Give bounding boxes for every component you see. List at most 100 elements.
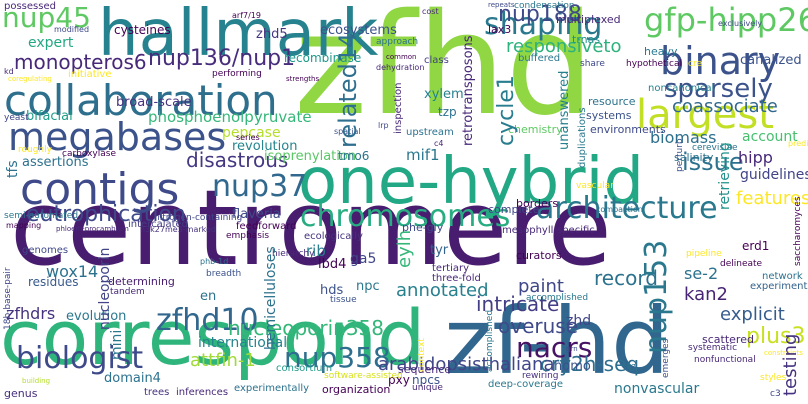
word-systematic: delineate (720, 259, 763, 269)
word-homo: homo (554, 359, 591, 374)
word-related14: related14 (334, 32, 362, 148)
word-predicted: coregulating (8, 75, 52, 83)
word-recombinase: recombinase (284, 51, 362, 65)
word-nup45: nup45 (2, 1, 91, 34)
word-systems: systems (586, 109, 632, 122)
word-rib: rib (306, 242, 326, 260)
word-consortium: consortium (276, 363, 333, 374)
word-expert: expert (28, 35, 74, 51)
word-trees: trees (144, 387, 170, 398)
word-largest: largest (636, 92, 774, 138)
word-issue: issue (682, 148, 744, 176)
word-annotated: annotated (396, 280, 489, 301)
word-zfhd10: zfhd10 (156, 303, 259, 338)
word-chemistry: chemistry (508, 123, 563, 136)
word-coregulating: kd (4, 67, 14, 76)
word-en: en (200, 289, 217, 304)
word-tissue: unique (412, 383, 443, 393)
word-pxy: pxy (388, 373, 410, 387)
word-exclusively: exclusively (718, 19, 763, 28)
word-guidelines: guidelines (740, 167, 808, 183)
word-roughly: roughly (18, 145, 52, 155)
word-nitrogen-containing: nitrogen-containing (154, 213, 243, 223)
word-phe-gly: phe-gly (402, 221, 444, 234)
word-erd1: erd1 (742, 239, 770, 253)
word-binary: binary (660, 39, 781, 83)
word-compaction: accomplished (526, 293, 589, 303)
word-context: vascular (576, 181, 614, 191)
word-c3: c3 (770, 389, 781, 399)
word-borders: borders (516, 197, 559, 210)
word-nucleoporin: nucleoporin (97, 247, 113, 330)
word-complete: complete (488, 203, 540, 216)
word-arabidopsisthaliana: arabidopsisthaliana (378, 354, 555, 375)
word-sequence: sequence (398, 363, 452, 376)
word-saccharomyces: saccharomyces (793, 196, 803, 266)
word-collaboration: collaboration (4, 76, 278, 125)
word-tertiary: tertiary (432, 263, 470, 274)
word-nacrs: nacrs (516, 331, 593, 364)
word-paint: paint (518, 276, 564, 297)
word-flaveria: flaveria (232, 207, 281, 222)
word-class: class (424, 55, 449, 66)
word-organization: organization (322, 383, 391, 396)
word-modified: modified (54, 25, 90, 34)
word-chromosomes: chromosomes (300, 199, 511, 234)
word-unanswered: unanswered (557, 70, 572, 150)
word-unique: rewiring (522, 371, 559, 381)
word-dehydration: dehydration (376, 63, 425, 72)
word-correspond: correspond (0, 293, 426, 382)
word-cycle1: cycle1 (494, 75, 519, 146)
word-domain4: domain4 (104, 371, 161, 386)
word-lbd4: lbd4 (318, 257, 347, 272)
word-tmo6: tmo6 (338, 149, 370, 163)
word-cost: arf7/19 (232, 11, 261, 20)
word-explicit: explicit (720, 304, 785, 325)
word-noncanonical: noncanonical (648, 83, 715, 94)
word-constraints: building (22, 377, 51, 385)
word-breadth: tissue (330, 295, 357, 305)
word-sparsely: sparsely (664, 74, 773, 104)
word-software-assisted: software-assisted (324, 371, 403, 381)
word-contigs: contigs (20, 164, 180, 215)
word-emerges: systematic (688, 343, 738, 353)
word-vascular: mesophyll-specific (502, 225, 595, 236)
word-lrp: approach (376, 37, 419, 47)
word-responsiveto: responsiveto (506, 36, 622, 57)
word-carboxylase: carboxylase (62, 149, 116, 159)
word-npcs: npcs (412, 373, 441, 387)
word-network: network (762, 271, 803, 282)
word-perturb: styles (760, 373, 787, 383)
word-phosphoenolpyruvate: phosphoenolpyruvate (148, 108, 312, 126)
word-ecologically: ecologically (304, 231, 363, 242)
word-inferences: inferences (176, 387, 229, 398)
word-lax3: lax3 (488, 23, 512, 36)
word-pepcase: pepcase (222, 125, 281, 141)
word-yeast: yeast (4, 113, 29, 123)
word-18b-base-pair: 18b-base-pair (3, 267, 13, 330)
word-series: c4 (434, 139, 444, 148)
word-nucleoporin358: nucleoporin358 (228, 316, 385, 340)
word-se-2: se-2 (684, 264, 719, 283)
word-mesophyll-specific: context (417, 338, 427, 372)
word-performing: performing (212, 69, 262, 79)
word-accomplished: accomplished (485, 309, 495, 372)
word-mif1: mif1 (406, 146, 440, 164)
word-retrieving: retrieving (717, 142, 733, 210)
word-environments: environments (590, 123, 666, 136)
word-salinity: salinity (674, 151, 714, 164)
word-kd: lrp (378, 121, 389, 130)
word-hypothetical: hypothetical (626, 59, 683, 69)
word-styles: constraints (764, 349, 803, 357)
word-international: international (198, 335, 288, 351)
word-architecture: architecture (536, 191, 718, 226)
word-hipp: hipp (738, 148, 773, 167)
word-features: features (736, 188, 808, 209)
word-centromere: centromere (10, 167, 612, 289)
word-kan2: kan2 (684, 284, 728, 305)
word-account: account (742, 129, 798, 145)
word-shaping: shaping (484, 7, 603, 42)
word-condensation: condensation (514, 1, 575, 11)
word-hemicelluloses: hemicelluloses (263, 246, 279, 350)
